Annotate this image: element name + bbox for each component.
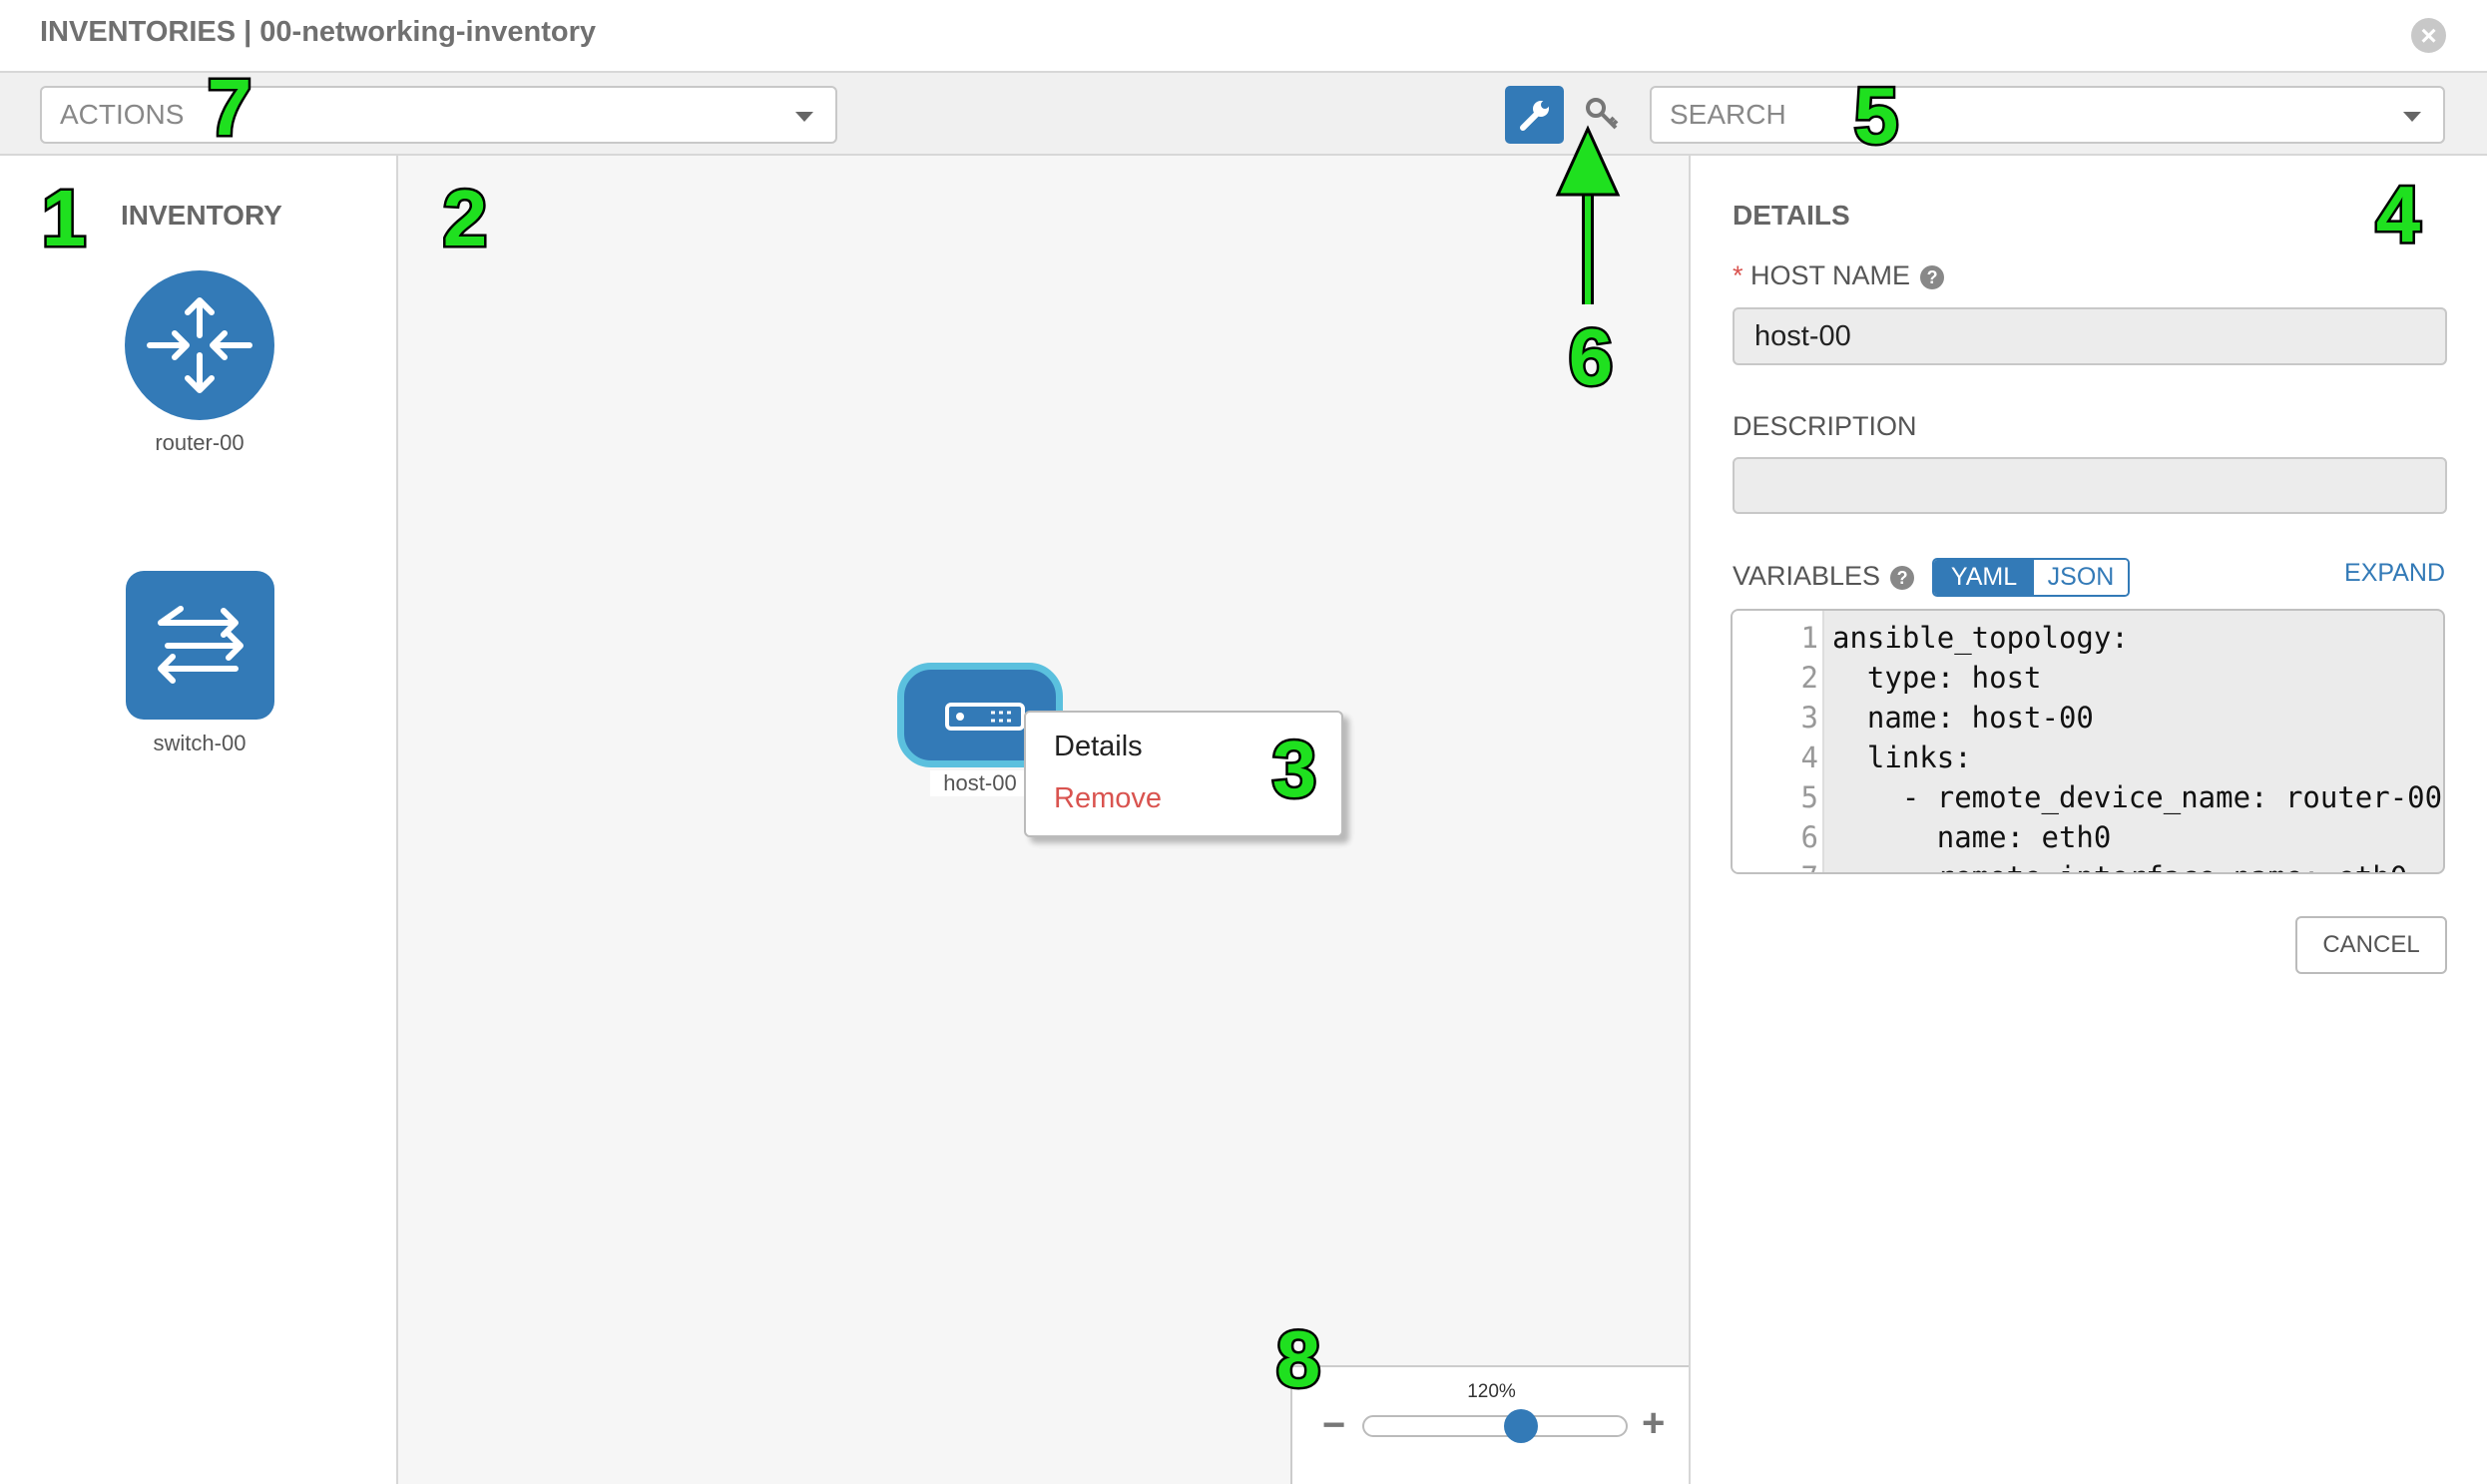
chevron-down-icon [795,112,813,122]
code-line: type: host [1832,661,2042,695]
zoom-control: 120% − + [1290,1365,1689,1484]
annotation-1: 1 [39,174,88,262]
expand-link[interactable]: EXPAND [2344,559,2445,587]
details-title: DETAILS [1733,200,1850,231]
inventory-panel: INVENTORY router-00 switch-00 [0,156,398,1484]
annotation-6: 6 [1566,312,1615,401]
topology-canvas[interactable]: host-00 Details Remove [398,156,1689,1484]
inventory-item-label: router-00 [155,430,245,455]
header: INVENTORIES | 00-networking-inventory × [0,0,2487,73]
zoom-slider-thumb[interactable] [1504,1409,1538,1443]
router-icon [147,297,252,393]
format-toggle: YAML JSON [1932,558,2130,597]
zoom-in-button[interactable]: + [1642,1401,1666,1445]
wrench-button[interactable] [1505,86,1564,144]
line-number: 6 [1800,820,1818,854]
inventory-item-switch[interactable] [126,571,274,720]
help-icon[interactable]: ? [1890,565,1915,590]
code-line: name: host-00 [1832,701,2094,735]
wrench-icon [1520,101,1549,131]
code-line: ansible_topology: [1832,621,2129,655]
line-number: 5 [1800,780,1818,814]
key-icon [1586,98,1619,130]
line-number: 4 [1800,741,1818,774]
description-input[interactable] [1733,457,2447,514]
annotation-3: 3 [1269,725,1318,813]
menu-item-details[interactable]: Details [1054,731,1143,762]
inventory-item-router[interactable] [125,270,274,420]
search-input[interactable]: SEARCH [1670,99,1786,130]
variables-label-text: VARIABLES [1733,561,1881,591]
chevron-down-icon [2403,112,2421,122]
code-line: name: eth0 [1832,820,2112,854]
page-title: INVENTORIES | 00-networking-inventory [40,16,597,48]
line-number: 3 [1800,701,1818,735]
search-dropdown[interactable]: SEARCH [1650,86,2445,144]
menu-item-remove[interactable]: Remove [1054,782,1162,814]
host-server-icon [945,703,1025,731]
help-icon[interactable]: ? [1920,264,1945,289]
actions-label: ACTIONS [60,99,185,130]
toolbar: ACTIONS SEARCH [0,73,2487,156]
zoom-out-button[interactable]: − [1322,1403,1346,1447]
line-number: 7 [1733,860,1818,872]
annotation-7: 7 [205,63,253,152]
json-toggle[interactable]: JSON [2034,560,2128,595]
code-line: remote_interface_name: eth0 [1832,860,2407,872]
zoom-level: 120% [1467,1381,1516,1402]
line-number-gutter [1733,611,1824,872]
host-node-label: host-00 [930,770,1030,796]
code-line: links: [1832,741,1972,774]
variables-code-editor[interactable]: 1 ansible_topology: 2 type: host 3 name: ho… [1731,609,2445,874]
close-icon[interactable]: × [2411,18,2446,53]
annotation-8: 8 [1273,1314,1322,1403]
host-name-input[interactable]: host-00 [1733,307,2447,365]
code-line: - remote_device_name: router-00 [1832,780,2443,814]
inventory-item-label: switch-00 [153,731,247,755]
description-label: DESCRIPTION [1733,411,1917,441]
line-number: 1 [1800,621,1818,655]
actions-dropdown[interactable]: ACTIONS [40,86,837,144]
annotation-2: 2 [440,174,489,262]
inventory-title: INVENTORY [121,200,282,231]
host-name-label-text: HOST NAME [1750,260,1911,290]
annotation-4: 4 [2373,170,2422,258]
host-name-label: * HOST NAME? [1733,260,1945,291]
annotation-arrow [1555,125,1621,304]
context-menu: Details Remove [1024,711,1343,837]
yaml-toggle[interactable]: YAML [1934,560,2034,595]
key-button[interactable] [1582,94,1622,134]
switch-icon [158,606,244,684]
line-number: 2 [1800,661,1818,695]
cancel-button[interactable]: CANCEL [2295,916,2447,974]
zoom-slider[interactable] [1362,1415,1628,1437]
annotation-5: 5 [1851,71,1900,160]
variables-label: VARIABLES? [1733,561,1915,592]
required-mark: * [1733,260,1743,290]
